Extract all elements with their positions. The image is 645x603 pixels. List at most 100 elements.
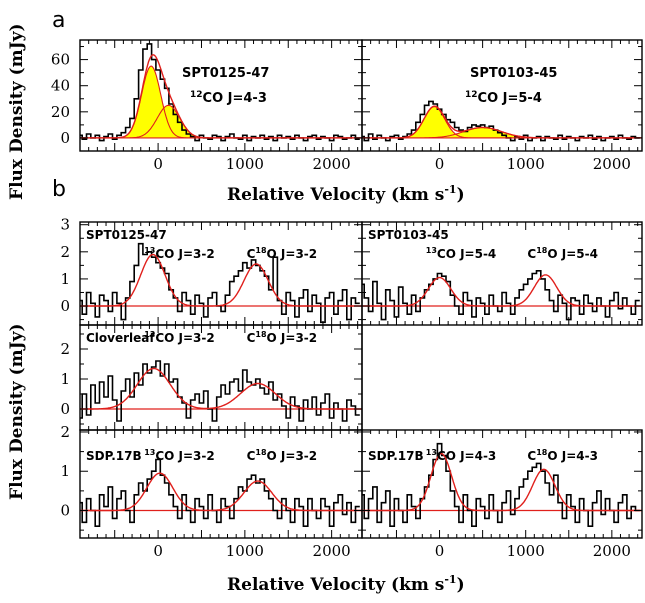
line2-label: C18O J=3-2 <box>247 448 318 463</box>
panel-b-letter: b <box>52 177 66 202</box>
source-label: SPT0103-45 <box>470 66 557 81</box>
line-text: O J=4-3 <box>547 449 598 463</box>
line-text: O J=5-4 <box>547 247 598 261</box>
gaussian-fit <box>80 472 362 512</box>
line-text: CO J=5-4 <box>437 247 496 261</box>
isotope-sup: 13 <box>144 330 155 339</box>
line1-label: 13CO J=3-2 <box>144 330 215 345</box>
gaussian-fit <box>362 452 642 512</box>
spectrum-histogram <box>80 242 360 324</box>
line-text: CO J=4-3 <box>437 449 496 463</box>
y-tick-label: 0 <box>60 297 70 315</box>
isotope-sup: 13 <box>144 448 155 457</box>
x-tick-label: 2000 <box>313 155 351 173</box>
isotope-sup: 13 <box>426 246 437 255</box>
element-text: C <box>247 331 256 345</box>
spectrum-histogram <box>362 270 640 321</box>
line-text: CO J=3-2 <box>155 247 214 261</box>
x-tick-label: 1000 <box>507 542 545 560</box>
isotope-sup: 12 <box>465 90 478 100</box>
y-tick-label: 1 <box>60 270 70 288</box>
y-tick-label: 1 <box>60 370 70 388</box>
panel-a-left: 0 1000 2000 0 20 40 60 SPT0125-47 12CO J=4-3 <box>51 39 363 173</box>
panel-a-letter: a <box>52 8 65 33</box>
fit-component-1 <box>80 104 362 139</box>
line2-label: C18O J=3-2 <box>247 246 318 261</box>
line-text: O J=3-2 <box>267 449 318 463</box>
isotope-sup: 18 <box>255 330 267 339</box>
line-label: 12CO J=4-3 <box>190 90 267 106</box>
x-tick-label: 0 <box>153 155 163 173</box>
panel-frame <box>361 39 643 152</box>
line1-label: 13CO J=4-3 <box>426 448 497 463</box>
y-tick-label: 1 <box>60 462 70 480</box>
y-tick-label: 2 <box>60 340 70 358</box>
element-text: C <box>247 247 256 261</box>
line-text: O J=3-2 <box>267 331 318 345</box>
gaussian-fit <box>80 367 362 410</box>
gaussian-fit <box>80 253 362 307</box>
spectrum-histogram <box>80 458 360 527</box>
y-tick-label: 40 <box>51 77 70 95</box>
fit-component-1 <box>362 126 642 139</box>
source-label: Cloverleaf <box>86 331 155 345</box>
isotope-sup: 18 <box>255 448 267 457</box>
y-tick-label: 3 <box>60 216 70 234</box>
source-label: SPT0103-45 <box>368 228 449 242</box>
fill-component-0 <box>117 66 185 138</box>
x-axis-label-bottom: Relative Velocity (km s-1) <box>227 573 465 595</box>
y-tick-label: 2 <box>60 423 70 441</box>
fill-component-0 <box>398 106 471 138</box>
source-label: SPT0125-47 <box>86 228 167 242</box>
source-label: SPT0125-47 <box>182 66 269 81</box>
x-tick-label: 0 <box>435 155 445 173</box>
x-tick-label: 0 <box>153 542 163 560</box>
element-text: C <box>247 449 256 463</box>
y-tick-label: 0 <box>60 400 70 418</box>
spectrum-histogram <box>362 442 640 527</box>
gaussian-fit <box>362 274 642 307</box>
line1-label: 13CO J=3-2 <box>144 246 215 261</box>
panel-a-right: 0 1000 2000 SPT0103-45 12CO J=5-4 <box>361 39 643 173</box>
y-axis-label-bottom: Flux Density (mJy) <box>7 323 27 500</box>
panel-frame <box>361 221 643 326</box>
x-tick-label: 2000 <box>593 155 631 173</box>
x-tick-label: 0 <box>435 542 445 560</box>
line-text: CO J=3-2 <box>155 331 214 345</box>
line-text: O J=3-2 <box>267 247 318 261</box>
element-text: C <box>527 247 536 261</box>
line2-label: C18O J=5-4 <box>527 246 598 261</box>
isotope-sup: 18 <box>536 448 548 457</box>
panel-frame <box>361 429 643 539</box>
x-tick-label: 1000 <box>507 155 545 173</box>
line-text: CO J=5-4 <box>478 91 542 106</box>
fill-component-1 <box>129 105 208 138</box>
y-tick-label: 2 <box>60 243 70 261</box>
x-tick-label: 1000 <box>226 542 264 560</box>
line2-label: C18O J=3-2 <box>247 330 318 345</box>
line1-label: 13CO J=5-4 <box>426 246 497 261</box>
line-label: 12CO J=5-4 <box>465 90 542 106</box>
panel-b-r1-left: 0 1 2 3 SPT0125-47 13CO J=3-2 C18O J=3-2 <box>60 216 363 326</box>
line2-label: C18O J=4-3 <box>527 448 598 463</box>
source-label: SDP.17B <box>368 449 424 463</box>
y-tick-label: 60 <box>51 51 70 69</box>
source-label: SDP.17B <box>86 449 142 463</box>
spectrum-histogram <box>80 360 360 422</box>
x-tick-label: 2000 <box>313 542 351 560</box>
y-tick-label: 0 <box>60 129 70 147</box>
fill-component-1 <box>416 127 549 138</box>
line1-label: 13CO J=3-2 <box>144 448 215 463</box>
y-tick-label: 0 <box>60 502 70 520</box>
x-tick-label: 1000 <box>226 155 264 173</box>
line-text: CO J=3-2 <box>155 449 214 463</box>
isotope-sup: 18 <box>536 246 548 255</box>
x-axis-label-top: Relative Velocity (km s-1) <box>227 183 465 205</box>
isotope-sup: 12 <box>190 90 203 100</box>
isotope-sup: 13 <box>426 448 437 457</box>
